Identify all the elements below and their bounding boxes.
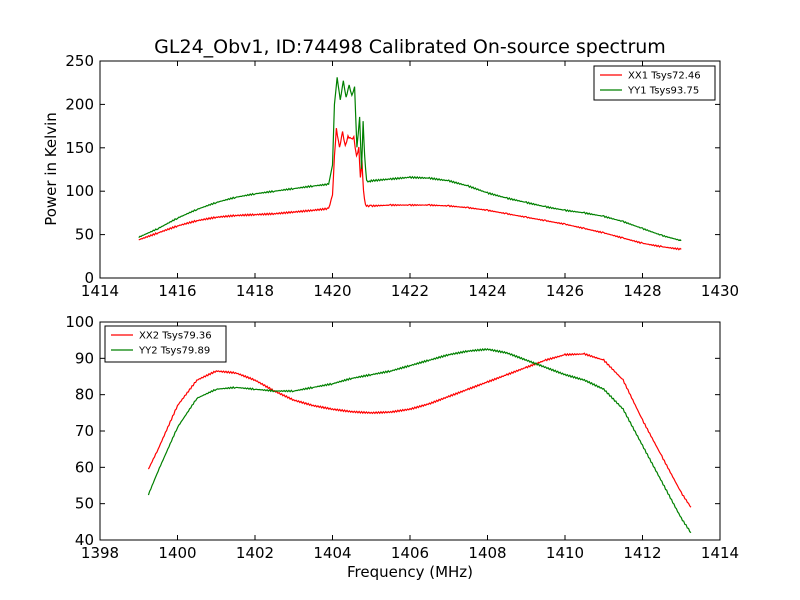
y-tick-label: 70 [75, 422, 94, 440]
x-tick-label: 1414 [701, 544, 739, 562]
y-tick-label: 100 [65, 182, 94, 200]
y-tick-label: 60 [75, 458, 94, 476]
x-tick-label: 1416 [158, 282, 196, 300]
series-line-1 [138, 128, 682, 251]
y-axis-label-top: Power in Kelvin [42, 112, 60, 226]
series-line-2 [138, 77, 682, 242]
x-tick-label: 1424 [468, 282, 506, 300]
y-tick-label: 250 [65, 52, 94, 70]
x-tick-label: 1410 [546, 544, 584, 562]
x-tick-label: 1402 [236, 544, 274, 562]
x-axis-label-bottom: Frequency (MHz) [347, 563, 473, 581]
x-tick-label: 1422 [391, 282, 429, 300]
legend-box [104, 325, 227, 363]
y-tick-label: 50 [75, 495, 94, 513]
x-tick-label: 1426 [546, 282, 584, 300]
x-tick-label: 1418 [236, 282, 274, 300]
legend: XX1 Tsys72.46 YY1 Tsys93.75 [593, 65, 716, 101]
x-tick-label: 1414 [81, 282, 119, 300]
y-tick-label: 0 [84, 269, 94, 287]
y-tick-label: 100 [65, 313, 94, 331]
legend-entry-2: YY1 Tsys93.75 [627, 86, 699, 97]
legend-entry-1: XX2 Tsys79.36 [139, 331, 212, 342]
x-tick-label: 1400 [158, 544, 196, 562]
bottom-plot: 1398 1400 1402 1404 1406 1408 1410 1412 1414 40 50… [65, 313, 739, 562]
x-tick-label: 1428 [623, 282, 661, 300]
series-line-2 [147, 347, 692, 534]
legend-entry-1: XX1 Tsys72.46 [628, 71, 701, 82]
legend-box [593, 65, 716, 101]
x-tick-label: 1406 [391, 544, 429, 562]
legend: XX2 Tsys79.36 YY2 Tsys79.89 [104, 325, 227, 363]
x-tick-label: 1420 [313, 282, 351, 300]
y-tick-label: 90 [75, 349, 94, 367]
y-tick-label: 150 [65, 139, 94, 157]
series-group [147, 347, 692, 534]
legend-entry-2: YY2 Tsys79.89 [138, 346, 210, 357]
x-tick-label: 1412 [623, 544, 661, 562]
x-tick-label: 1398 [81, 544, 119, 562]
x-tick-label: 1430 [701, 282, 739, 300]
y-tick-label: 50 [75, 226, 94, 244]
y-tick-label: 200 [65, 95, 94, 113]
x-tick-label: 1404 [313, 544, 351, 562]
series-line-1 [147, 352, 692, 508]
top-plot: 1414 1416 1418 1420 1422 1424 1426 1428 1430 0 50 1… [65, 52, 739, 300]
y-tick-label: 80 [75, 386, 94, 404]
chart-title: GL24_Obv1, ID:74498 Calibrated On-source… [154, 36, 666, 58]
y-tick-label: 40 [75, 531, 94, 549]
series-group [138, 77, 682, 251]
x-tick-label: 1408 [468, 544, 506, 562]
